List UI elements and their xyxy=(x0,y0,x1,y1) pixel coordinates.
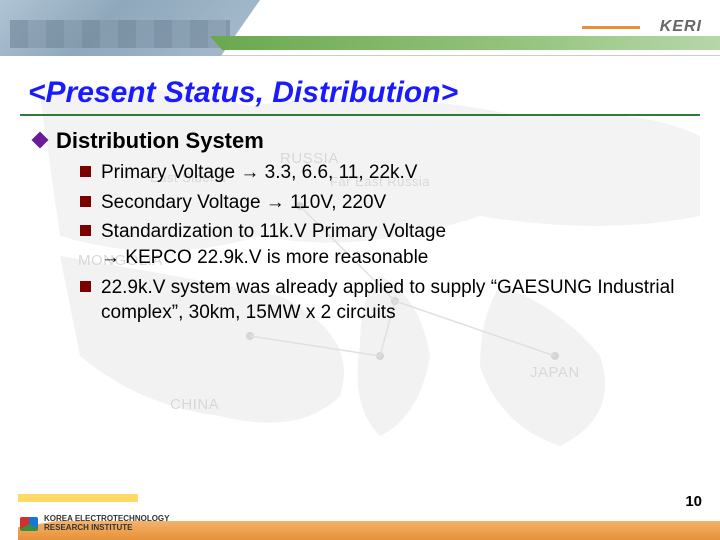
brand-label: KERI xyxy=(660,18,702,36)
square-bullet-icon xyxy=(80,225,91,236)
list-item: 22.9k.V system was already applied to su… xyxy=(80,275,694,326)
list-item: Standardization to 11k.V Primary Voltage… xyxy=(80,219,694,270)
footer-yellow-bar xyxy=(18,494,138,502)
footer-logo: KOREA ELECTROTECHNOLOGY RESEARCH INSTITU… xyxy=(20,515,169,532)
slide-footer: KOREA ELECTROTECHNOLOGY RESEARCH INSTITU… xyxy=(0,498,720,540)
section-heading: Distribution System xyxy=(56,128,264,154)
bullet-text: 22.9k.V system was already applied to su… xyxy=(101,275,694,326)
diamond-bullet-icon xyxy=(32,132,49,149)
square-bullet-icon xyxy=(80,281,91,292)
title-underline xyxy=(20,114,700,116)
bullet-text: Standardization to 11k.V Primary Voltage… xyxy=(101,219,446,270)
bullet-text: Secondary Voltage → 110V, 220V xyxy=(101,190,386,216)
page-number: 10 xyxy=(685,493,702,510)
footer-org-text: KOREA ELECTROTECHNOLOGY RESEARCH INSTITU… xyxy=(44,515,169,532)
logo-mark-icon xyxy=(20,517,38,531)
slide-header: KERI xyxy=(0,0,720,56)
header-orange-dash xyxy=(582,26,640,29)
footer-org-line2: RESEARCH INSTITUTE xyxy=(44,524,169,532)
slide-title: <Present Status, Distribution> xyxy=(28,76,458,110)
bullet-text: Primary Voltage → 3.3, 6.6, 11, 22k.V xyxy=(101,160,417,186)
list-item: Primary Voltage → 3.3, 6.6, 11, 22k.V xyxy=(80,160,694,186)
square-bullet-icon xyxy=(80,196,91,207)
list-item: Secondary Voltage → 110V, 220V xyxy=(80,190,694,216)
bullet-list: Primary Voltage → 3.3, 6.6, 11, 22k.V Se… xyxy=(80,160,694,326)
square-bullet-icon xyxy=(80,166,91,177)
map-label-china: CHINA xyxy=(170,396,219,413)
map-label-japan: JAPAN xyxy=(530,364,580,381)
content-area: Distribution System Primary Voltage → 3.… xyxy=(34,128,694,330)
header-green-bar xyxy=(210,36,720,50)
section-heading-row: Distribution System xyxy=(34,128,694,154)
